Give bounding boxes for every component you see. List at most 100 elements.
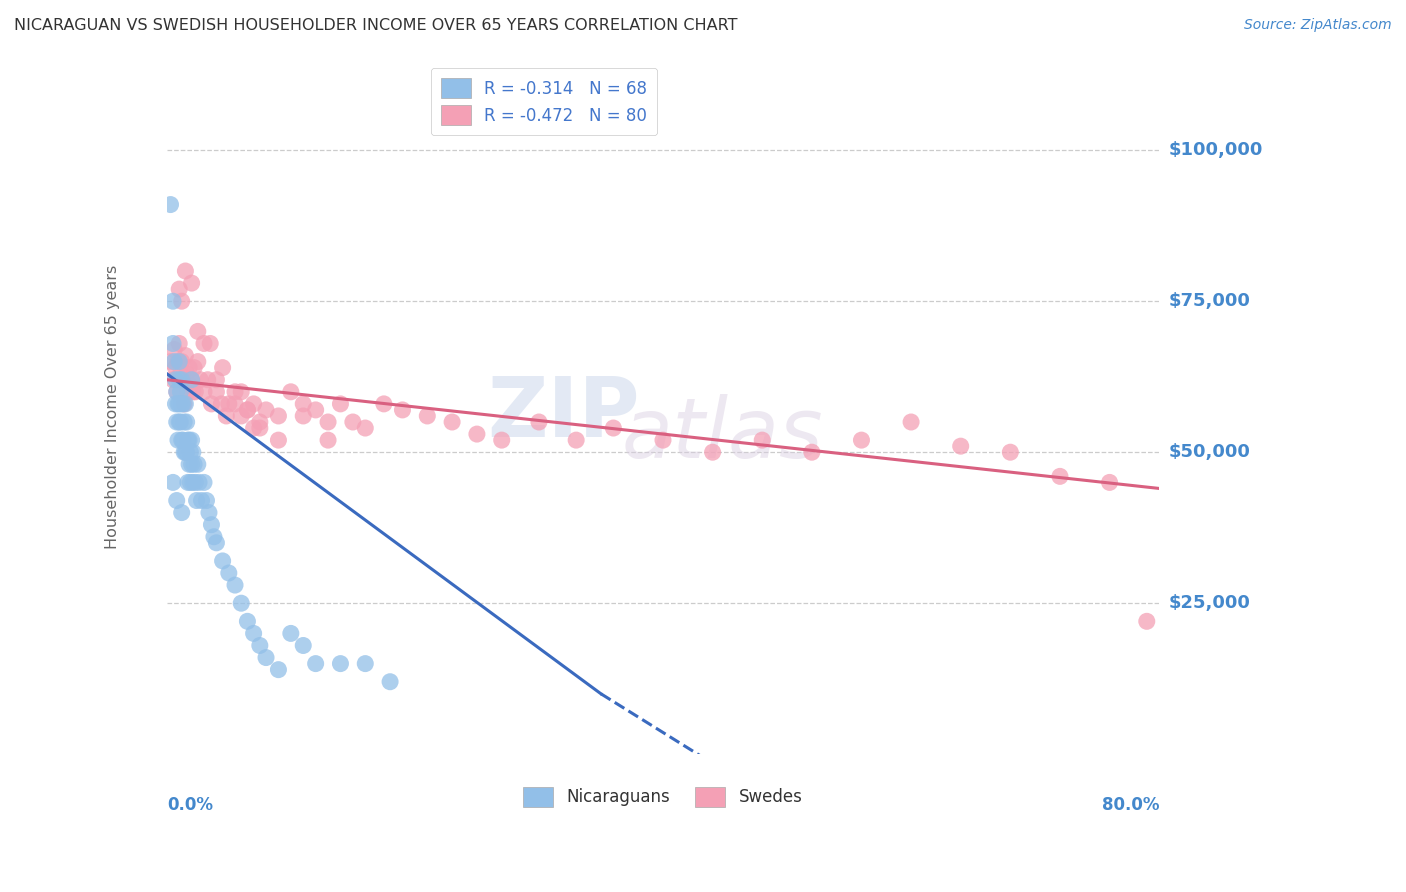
Point: [254, 650, 277, 665]
Point: [165, 397, 187, 411]
Point: [195, 493, 218, 508]
Point: [165, 373, 187, 387]
Point: [292, 639, 315, 653]
Point: [224, 397, 246, 411]
Point: [316, 433, 339, 447]
Point: [170, 373, 193, 387]
Point: [170, 354, 193, 368]
Point: [167, 397, 190, 411]
Text: $100,000: $100,000: [1170, 141, 1264, 159]
Text: atlas: atlas: [621, 394, 824, 475]
Point: [173, 397, 195, 411]
Point: [231, 384, 253, 399]
Point: [180, 276, 202, 290]
Point: [180, 373, 202, 387]
Point: [180, 373, 202, 387]
Point: [167, 354, 190, 368]
Point: [193, 475, 215, 490]
Point: [267, 433, 290, 447]
Point: [169, 415, 191, 429]
Text: $50,000: $50,000: [1170, 443, 1251, 461]
Point: [188, 475, 211, 490]
Point: [565, 433, 588, 447]
Point: [179, 457, 201, 471]
Point: [172, 433, 194, 447]
Point: [378, 674, 401, 689]
Point: [167, 282, 190, 296]
Text: Source: ZipAtlas.com: Source: ZipAtlas.com: [1244, 18, 1392, 32]
Point: [305, 657, 328, 671]
Point: [166, 384, 188, 399]
Point: [316, 415, 339, 429]
Text: $75,000: $75,000: [1170, 293, 1251, 310]
Point: [197, 373, 219, 387]
Point: [165, 360, 187, 375]
Point: [305, 403, 328, 417]
Point: [174, 397, 197, 411]
Point: [181, 445, 204, 459]
Point: [184, 475, 207, 490]
Point: [179, 378, 201, 392]
Point: [163, 354, 186, 368]
Point: [373, 397, 395, 411]
Point: [900, 415, 922, 429]
Point: [329, 657, 352, 671]
Point: [177, 475, 200, 490]
Point: [249, 415, 271, 429]
Point: [236, 615, 259, 629]
Point: [292, 397, 315, 411]
Point: [224, 578, 246, 592]
Point: [190, 493, 212, 508]
Point: [193, 336, 215, 351]
Point: [181, 384, 204, 399]
Point: [209, 397, 232, 411]
Point: [242, 421, 264, 435]
Point: [218, 566, 240, 580]
Point: [179, 445, 201, 459]
Point: [267, 663, 290, 677]
Text: 80.0%: 80.0%: [1102, 796, 1159, 814]
Point: [169, 384, 191, 399]
Point: [242, 626, 264, 640]
Point: [391, 403, 413, 417]
Point: [1000, 445, 1022, 459]
Point: [159, 197, 181, 211]
Point: [167, 336, 190, 351]
Point: [292, 409, 315, 423]
Point: [188, 373, 211, 387]
Point: [167, 354, 190, 368]
Point: [183, 457, 205, 471]
Point: [169, 367, 191, 381]
Point: [167, 433, 190, 447]
Point: [205, 536, 228, 550]
Point: [159, 354, 181, 368]
Point: [162, 475, 184, 490]
Point: [218, 397, 240, 411]
Point: [173, 445, 195, 459]
Legend: Nicaraguans, Swedes: Nicaraguans, Swedes: [515, 779, 811, 815]
Point: [702, 445, 724, 459]
Point: [215, 409, 238, 423]
Point: [236, 403, 259, 417]
Point: [186, 493, 208, 508]
Point: [177, 433, 200, 447]
Point: [949, 439, 972, 453]
Point: [200, 336, 222, 351]
Point: [280, 384, 302, 399]
Point: [170, 506, 193, 520]
Point: [198, 506, 221, 520]
Point: [174, 349, 197, 363]
Point: [354, 657, 377, 671]
Point: [162, 294, 184, 309]
Point: [527, 415, 550, 429]
Point: [342, 415, 364, 429]
Point: [249, 421, 271, 435]
Point: [416, 409, 439, 423]
Point: [465, 427, 488, 442]
Point: [163, 343, 186, 357]
Point: [200, 517, 222, 532]
Point: [180, 457, 202, 471]
Point: [180, 433, 202, 447]
Point: [200, 397, 222, 411]
Point: [184, 384, 207, 399]
